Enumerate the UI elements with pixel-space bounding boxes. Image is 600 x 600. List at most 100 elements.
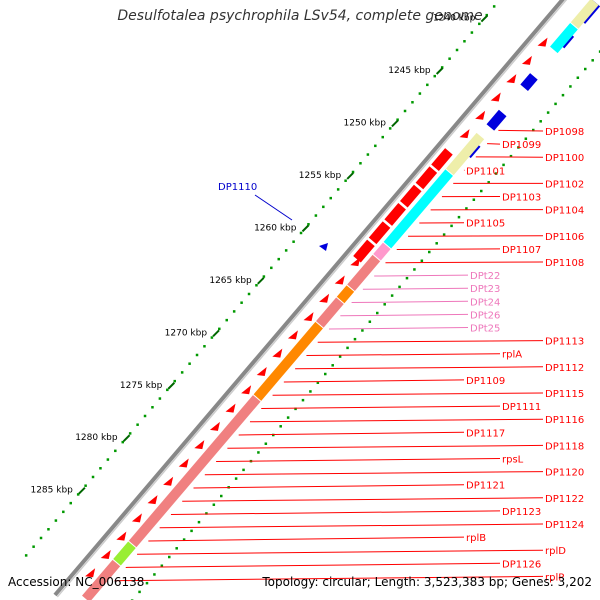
tick-label: 1240 kbp (433, 14, 476, 24)
scale-dot (359, 162, 362, 165)
scale-dot (472, 198, 476, 201)
scale-dot (121, 440, 124, 444)
label-leader-line (272, 392, 544, 396)
label-leader-line (306, 353, 501, 357)
scale-dot (114, 449, 117, 453)
scale-dot (151, 406, 154, 409)
scale-dot (145, 581, 149, 585)
scale-dot (182, 538, 186, 541)
gene-block (253, 321, 323, 401)
scale-dot (532, 128, 535, 132)
label-leader-line (317, 340, 544, 343)
scale-dot (307, 223, 310, 226)
scale-dot (24, 554, 28, 557)
scale-dot (47, 528, 50, 531)
scale-dot (316, 381, 320, 384)
label-leader-line (227, 444, 544, 449)
scale-dot (294, 407, 297, 411)
scale-dot (84, 484, 87, 487)
gene-arrow (319, 293, 330, 303)
backbone-line (53, 0, 565, 597)
label-leader-line (408, 235, 544, 237)
gene-block (570, 0, 599, 29)
scale-dot (376, 311, 379, 315)
scale-dot (426, 83, 429, 87)
scale-dot (584, 67, 587, 71)
tick-label: 1270 kbp (165, 328, 208, 338)
scale-dot (539, 120, 542, 123)
scale-dot (413, 268, 416, 271)
scale-dot (554, 102, 557, 106)
scale-dot (455, 48, 459, 52)
gene-arrow (256, 366, 267, 376)
gene-arrow (194, 440, 205, 450)
gene-label-rplp: rplP (545, 572, 564, 583)
scale-dot (396, 118, 399, 121)
scale-dot (292, 240, 295, 243)
gene-label-dp1115: DP1115 (545, 389, 584, 400)
gene-arrow (459, 129, 470, 139)
scale-dot (270, 266, 273, 270)
scale-dot (465, 207, 468, 210)
tick-label: 1275 kbp (120, 381, 163, 391)
scale-dot (361, 329, 364, 332)
gene-arrow (100, 549, 111, 559)
tick-mark (301, 224, 310, 233)
scale-dot (338, 355, 342, 358)
gene-block (431, 148, 453, 171)
scale-dot (561, 93, 565, 97)
gene-label-dp1124: DP1124 (545, 520, 584, 531)
gene-arrow (475, 110, 486, 120)
dp1110-marker (319, 243, 328, 251)
gene-label-dp1126: DP1126 (502, 559, 541, 570)
gene-label-rplb: rplB (466, 533, 486, 544)
gene-arrow (272, 348, 283, 358)
scale-dot (299, 231, 303, 235)
tick-mark (212, 329, 220, 338)
backbone-shadow-line (56, 0, 568, 598)
gene-block (550, 23, 578, 54)
scale-dot (69, 501, 72, 505)
scale-dot (494, 172, 498, 175)
scale-dot (138, 590, 141, 594)
gene-label-dp1118: DP1118 (545, 441, 584, 452)
label-leader-line (487, 143, 501, 145)
scale-dot (168, 555, 171, 559)
scale-dot (591, 59, 594, 62)
scale-dot (403, 109, 407, 113)
scale-dot (255, 284, 258, 287)
scale-dot (197, 520, 201, 524)
gene-label-dp1101: DP1101 (466, 166, 505, 177)
scale-dot (301, 398, 305, 402)
forward-gene (520, 73, 538, 92)
scale-dot (91, 475, 95, 479)
scale-dot (136, 423, 139, 426)
gene-label-dp1120: DP1120 (545, 468, 584, 479)
gene-arrow (521, 55, 532, 65)
gene-arrow (85, 568, 96, 578)
gene-label-rpla: rplA (502, 350, 522, 361)
gene-label-dp1106: DP1106 (545, 232, 584, 243)
gene-label-dp1122: DP1122 (545, 494, 584, 505)
scale-dot (470, 31, 474, 34)
gene-arrow (537, 37, 548, 47)
scale-dot (175, 547, 178, 550)
gene-label-rpsl: rpsL (502, 455, 524, 466)
scale-dot (62, 510, 65, 514)
scale-dot (576, 76, 580, 79)
gene-arrow (241, 385, 252, 395)
scale-dot (418, 92, 422, 95)
forward-gene (486, 109, 507, 131)
scale-dot (160, 564, 164, 567)
gene-arrow (163, 476, 174, 486)
gene-label-dp1103: DP1103 (502, 193, 541, 204)
scale-dot (368, 320, 372, 323)
gene-block (82, 559, 121, 600)
scale-dot (232, 310, 236, 313)
gene-arrow (287, 330, 298, 340)
scale-dot (143, 414, 147, 418)
scale-dot (346, 346, 349, 350)
scale-dot (353, 337, 357, 341)
scale-dot (598, 50, 600, 53)
